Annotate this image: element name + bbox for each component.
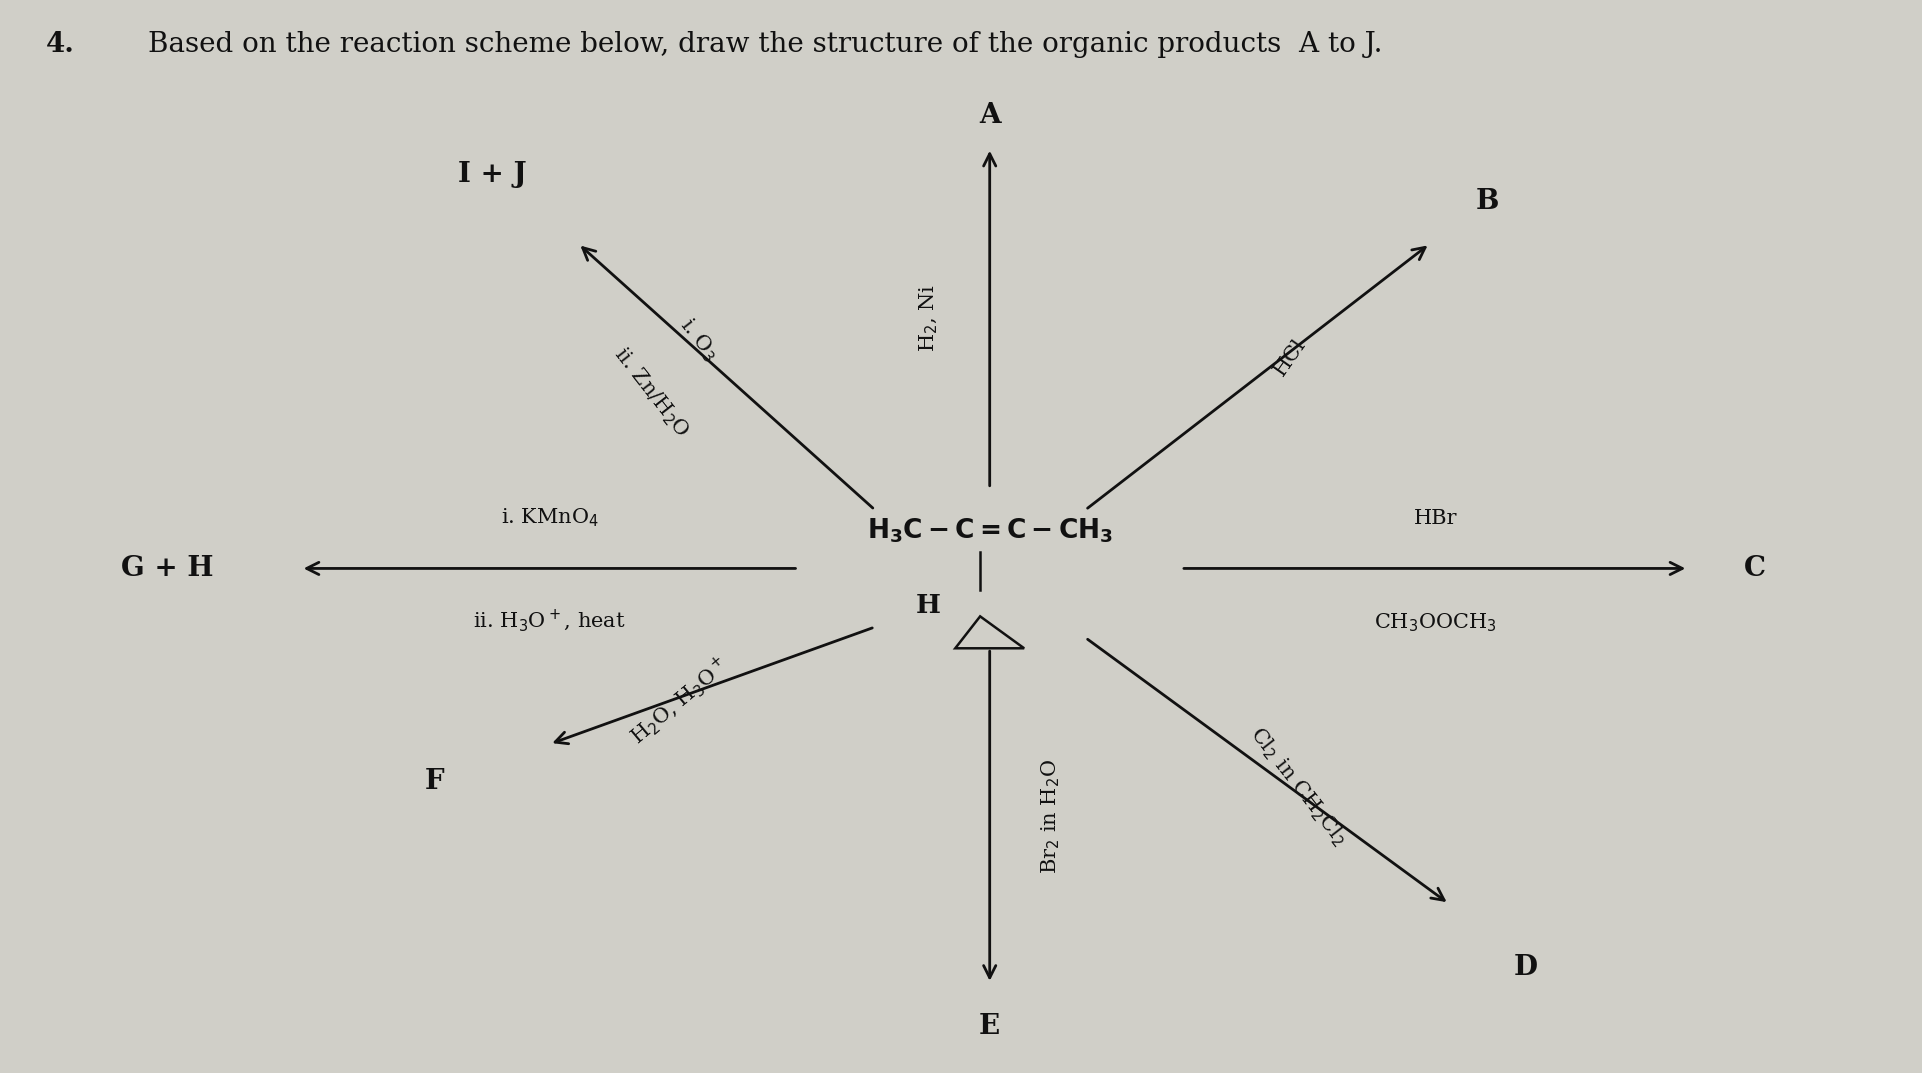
Text: $\mathbf{H_3C-C=C-CH_3}$: $\mathbf{H_3C-C=C-CH_3}$ (867, 517, 1113, 545)
Text: H$_2$, Ni: H$_2$, Ni (917, 284, 940, 352)
Text: HCl: HCl (1270, 336, 1309, 380)
Text: H: H (917, 593, 942, 618)
Text: G + H: G + H (121, 555, 213, 582)
Text: CH$_3$OOCH$_3$: CH$_3$OOCH$_3$ (1374, 611, 1497, 634)
Text: ii. Zn/H$_2$O: ii. Zn/H$_2$O (609, 343, 694, 442)
Text: F: F (425, 768, 444, 795)
Text: A: A (978, 102, 1001, 130)
Text: C: C (1743, 555, 1766, 582)
Text: B: B (1476, 188, 1499, 215)
Text: ii. H$_3$O$^+$, heat: ii. H$_3$O$^+$, heat (473, 607, 627, 634)
Text: i. O$_3$: i. O$_3$ (675, 314, 723, 365)
Text: Cl$_2$ in CH$_2$Cl$_2$: Cl$_2$ in CH$_2$Cl$_2$ (1245, 723, 1351, 850)
Text: Br$_2$ in H$_2$O: Br$_2$ in H$_2$O (1040, 759, 1063, 874)
Text: i. KMnO$_4$: i. KMnO$_4$ (500, 506, 598, 529)
Text: Based on the reaction scheme below, draw the structure of the organic products  : Based on the reaction scheme below, draw… (148, 31, 1382, 58)
Text: E: E (978, 1013, 999, 1040)
Text: 4.: 4. (46, 31, 75, 58)
Text: D: D (1513, 954, 1538, 981)
Text: HBr: HBr (1415, 509, 1457, 528)
Text: I + J: I + J (457, 161, 527, 188)
Text: H$_2$O, H$_3$O$^+$: H$_2$O, H$_3$O$^+$ (625, 652, 734, 750)
